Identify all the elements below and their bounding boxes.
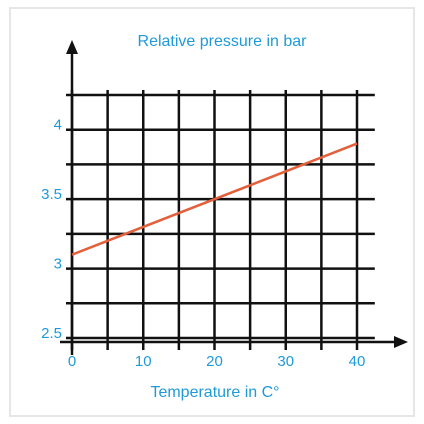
y-tick-label: 3.5 xyxy=(41,186,62,203)
line xyxy=(71,142,358,256)
chart-title: Relative pressure in bar xyxy=(138,33,308,50)
x-tick-label: 0 xyxy=(68,353,76,370)
x-tick-label: 20 xyxy=(206,353,223,370)
frame xyxy=(9,7,415,417)
y-arrow xyxy=(66,40,78,54)
y-tick-label: 3 xyxy=(54,256,62,273)
grid xyxy=(66,89,375,350)
y-tick-label: 2.5 xyxy=(41,325,62,342)
x-axis-label: Temperature in C° xyxy=(150,384,279,401)
x-tick-label: 30 xyxy=(277,353,294,370)
y-tick-label: 4 xyxy=(54,117,62,134)
x-tick-label: 40 xyxy=(349,353,366,370)
x-arrow xyxy=(394,336,408,348)
x-tick-label: 10 xyxy=(135,353,152,370)
